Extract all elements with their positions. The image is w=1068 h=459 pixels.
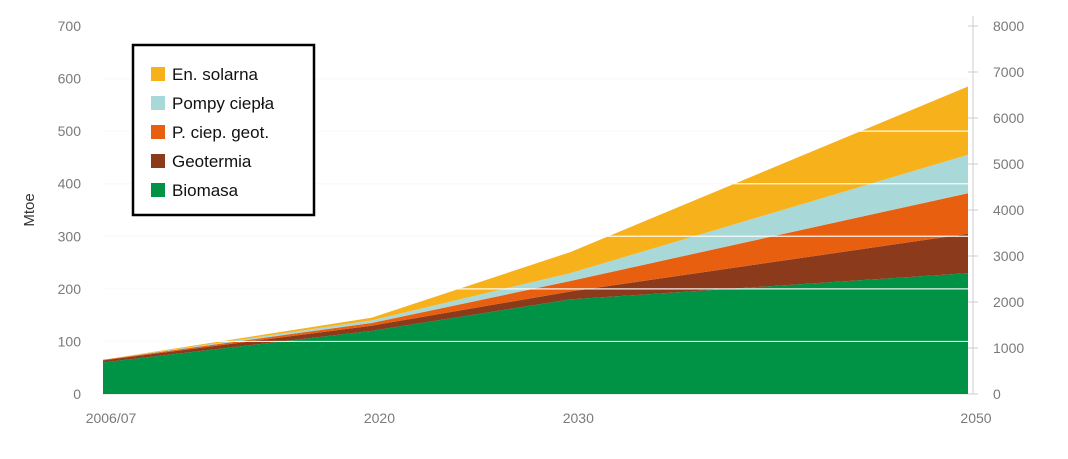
legend-swatch xyxy=(151,67,165,81)
left-axis-ticks: 0 100 200 300 400 500 600 700 xyxy=(58,18,82,402)
right-tick-label: 7000 xyxy=(993,64,1024,80)
area-series xyxy=(103,86,968,394)
legend-label: Geotermia xyxy=(172,152,252,171)
left-tick-label: 0 xyxy=(73,386,81,402)
area-biomasa xyxy=(103,273,968,394)
right-tick-label: 6000 xyxy=(993,110,1024,126)
x-tick-label: 2030 xyxy=(563,410,594,426)
left-tick-label: 200 xyxy=(58,281,82,297)
right-tick-label: 0 xyxy=(993,386,1001,402)
right-tick-label: 5000 xyxy=(993,156,1024,172)
left-tick-label: 100 xyxy=(58,333,82,349)
left-tick-label: 300 xyxy=(58,228,82,244)
right-tick-label: 4000 xyxy=(993,202,1024,218)
legend-swatch xyxy=(151,154,165,168)
x-axis-ticks: 2006/07 2020 2030 2050 xyxy=(86,410,992,426)
legend-label: Biomasa xyxy=(172,181,239,200)
x-tick-label: 2020 xyxy=(364,410,395,426)
right-axis-ticks: 0 1000 2000 3000 4000 5000 6000 7000 8000 xyxy=(968,16,1024,402)
legend-swatch xyxy=(151,96,165,110)
legend: En. solarna Pompy ciepła P. ciep. geot. Geo… xyxy=(131,43,316,217)
right-tick-label: 1000 xyxy=(993,340,1024,356)
legend-label: P. ciep. geot. xyxy=(172,123,269,142)
legend-swatch xyxy=(151,183,165,197)
right-tick-label: 2000 xyxy=(993,294,1024,310)
right-tick-label: 3000 xyxy=(993,248,1024,264)
y-axis-label: Mtoe xyxy=(21,193,38,226)
left-tick-label: 400 xyxy=(58,176,82,192)
area-geotermia xyxy=(103,233,968,363)
x-tick-label: 2050 xyxy=(960,410,991,426)
left-tick-label: 700 xyxy=(58,18,82,34)
legend-label: En. solarna xyxy=(172,65,259,84)
x-tick-label: 2006/07 xyxy=(86,410,137,426)
legend-label: Pompy ciepła xyxy=(172,94,275,113)
left-tick-label: 500 xyxy=(58,123,82,139)
left-tick-label: 600 xyxy=(58,71,82,87)
legend-swatch xyxy=(151,125,165,139)
right-tick-label: 8000 xyxy=(993,18,1024,34)
